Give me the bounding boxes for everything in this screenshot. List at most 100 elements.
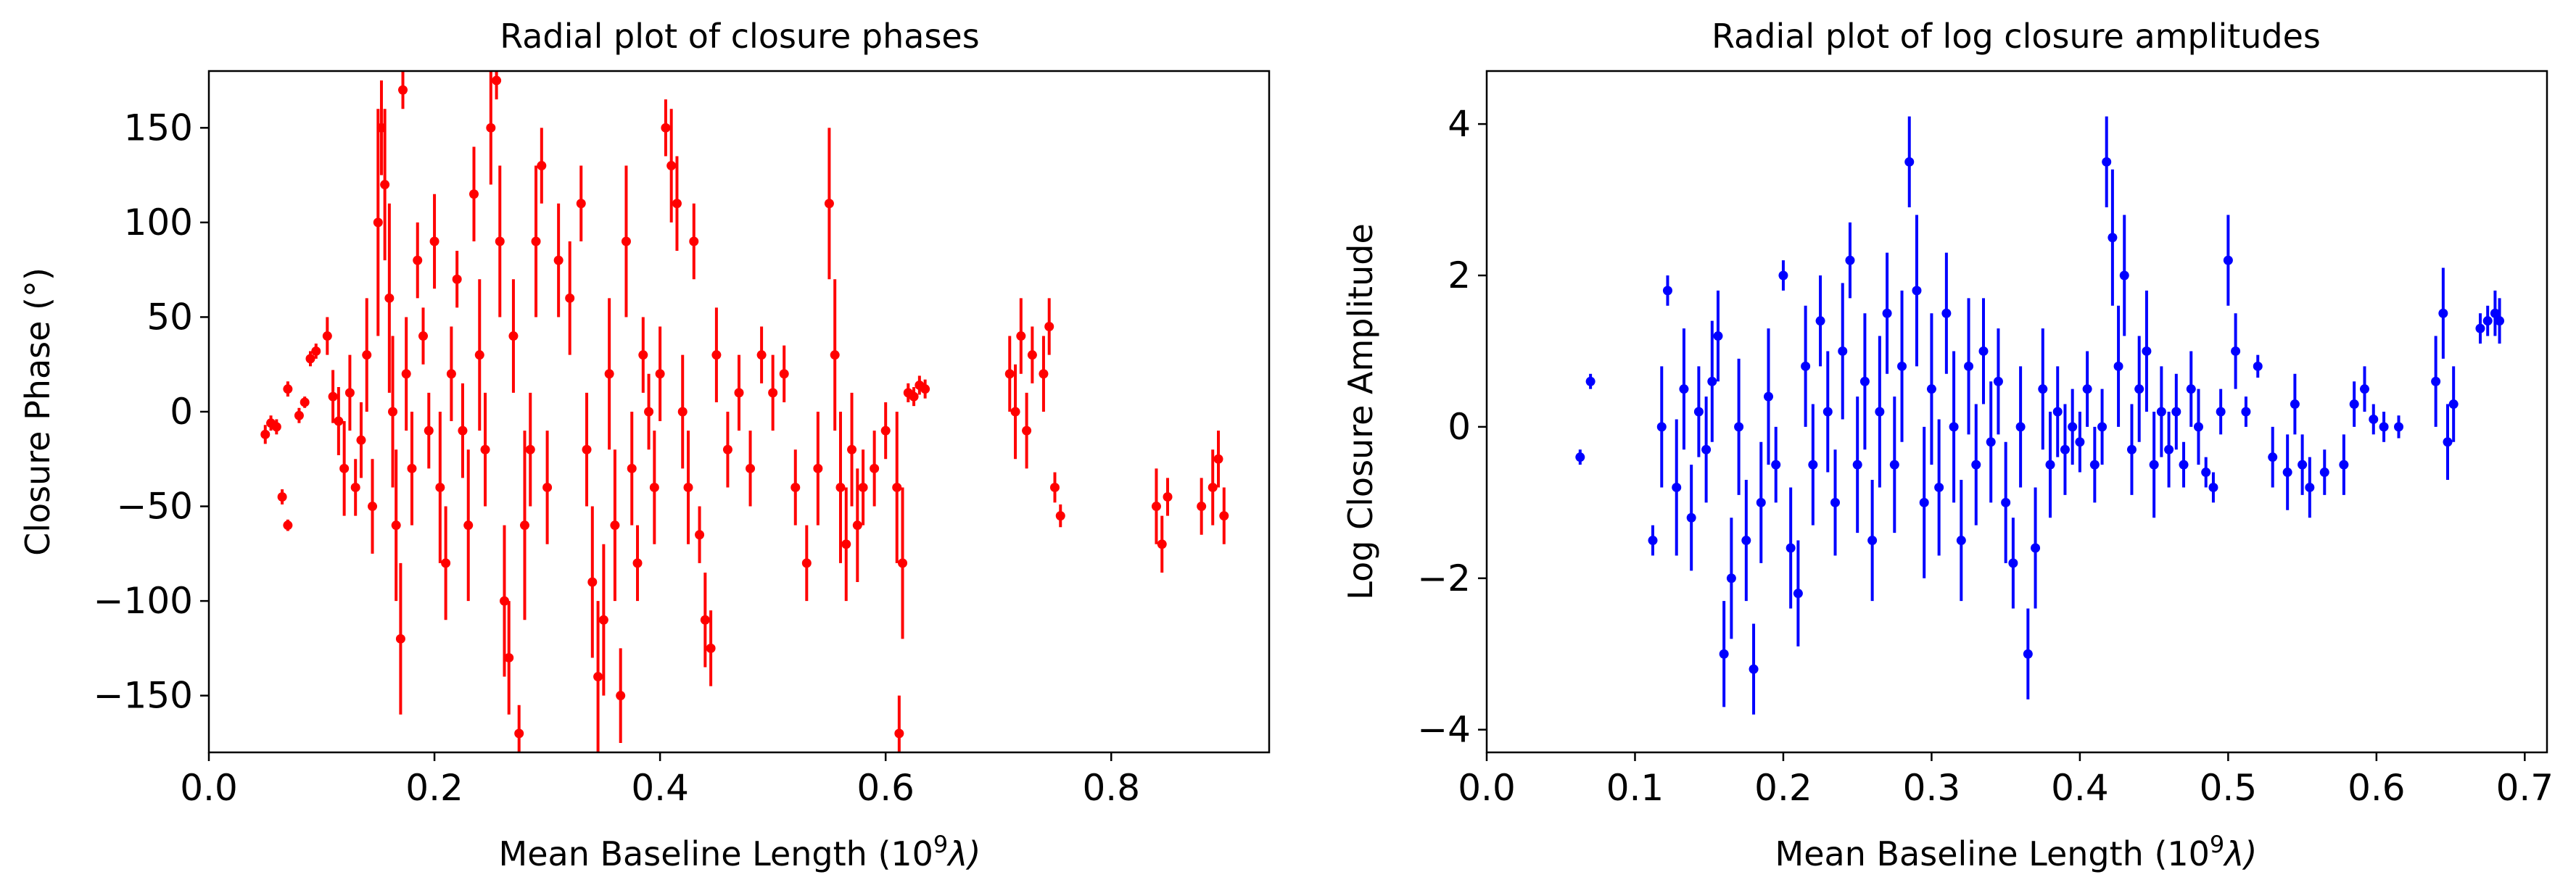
data-marker bbox=[621, 236, 631, 246]
data-point bbox=[2108, 169, 2118, 306]
data-point bbox=[391, 449, 401, 602]
data-marker bbox=[2164, 444, 2174, 454]
data-marker bbox=[1693, 407, 1704, 417]
data-point bbox=[1648, 525, 1658, 556]
closure-phase-x-ticks: 0.0 0.2 0.4 0.6 0.8 bbox=[180, 752, 1140, 809]
x-tick-label: 0.8 bbox=[1082, 767, 1140, 809]
data-point bbox=[706, 610, 716, 686]
data-point bbox=[1793, 540, 1803, 647]
data-marker bbox=[2015, 422, 2026, 432]
data-point bbox=[1163, 478, 1173, 516]
data-point bbox=[616, 648, 626, 743]
data-marker bbox=[2068, 422, 2078, 432]
log-closure-amplitude-x-axis-label: Mean Baseline Length (109λ) bbox=[1775, 831, 2258, 873]
y-tick-label: 50 bbox=[146, 296, 193, 338]
data-marker bbox=[277, 492, 287, 502]
data-marker bbox=[441, 558, 451, 568]
data-marker bbox=[1213, 454, 1223, 464]
data-point bbox=[458, 383, 468, 478]
data-marker bbox=[565, 293, 575, 303]
data-marker bbox=[1585, 376, 1595, 386]
data-point bbox=[672, 156, 682, 252]
data-marker bbox=[734, 388, 744, 398]
data-marker bbox=[1197, 502, 1207, 512]
data-point bbox=[499, 525, 509, 677]
data-marker bbox=[2298, 460, 2308, 470]
data-marker bbox=[801, 558, 812, 568]
data-marker bbox=[458, 425, 468, 436]
data-point bbox=[2379, 412, 2389, 442]
data-point bbox=[1044, 298, 1054, 355]
data-point bbox=[2282, 434, 2292, 510]
data-point bbox=[1151, 468, 1161, 544]
data-point bbox=[2490, 290, 2500, 336]
data-point bbox=[2015, 366, 2026, 488]
data-point bbox=[847, 392, 857, 507]
data-marker bbox=[424, 425, 434, 436]
data-point bbox=[277, 489, 287, 504]
data-point bbox=[1771, 426, 1781, 503]
x-tick-label: 0.4 bbox=[2051, 767, 2109, 809]
data-marker bbox=[1904, 157, 1915, 167]
data-point bbox=[537, 128, 547, 204]
data-marker bbox=[1039, 369, 1049, 379]
data-marker bbox=[2171, 407, 2181, 417]
data-point bbox=[1662, 275, 1672, 306]
data-point bbox=[2052, 366, 2063, 457]
data-marker bbox=[2134, 384, 2144, 394]
data-marker bbox=[368, 502, 378, 512]
data-point bbox=[1208, 449, 1218, 526]
data-point bbox=[2201, 457, 2211, 488]
data-point bbox=[790, 449, 801, 526]
data-point bbox=[463, 449, 474, 602]
data-point bbox=[294, 407, 304, 423]
data-point bbox=[920, 379, 930, 399]
data-point bbox=[1786, 487, 1796, 609]
data-marker bbox=[1919, 497, 1929, 507]
data-point bbox=[1213, 431, 1223, 488]
data-point bbox=[593, 601, 603, 752]
data-point bbox=[413, 222, 423, 299]
data-marker bbox=[1964, 361, 1974, 371]
data-point bbox=[283, 519, 293, 531]
y-tick-label: −2 bbox=[1417, 557, 1471, 599]
data-point bbox=[1926, 313, 1936, 465]
data-point bbox=[841, 487, 851, 602]
data-marker bbox=[2060, 444, 2070, 454]
data-marker bbox=[380, 180, 390, 190]
data-point bbox=[1719, 601, 1729, 707]
data-marker bbox=[1049, 482, 1060, 492]
y-tick-label: 2 bbox=[1448, 254, 1471, 296]
data-point bbox=[1575, 449, 1585, 465]
data-marker bbox=[894, 728, 904, 739]
data-marker bbox=[334, 416, 344, 426]
data-point bbox=[311, 344, 321, 359]
data-marker bbox=[582, 444, 592, 454]
data-marker bbox=[756, 350, 767, 360]
data-point bbox=[835, 412, 846, 563]
data-point bbox=[1889, 396, 1899, 533]
data-point bbox=[1713, 290, 1723, 382]
data-point bbox=[830, 279, 840, 431]
data-point bbox=[1859, 313, 1870, 450]
data-point bbox=[271, 419, 281, 435]
data-marker bbox=[395, 634, 405, 644]
data-point bbox=[2448, 366, 2459, 442]
data-point bbox=[2097, 389, 2108, 465]
data-marker bbox=[666, 161, 677, 171]
data-marker bbox=[384, 293, 395, 303]
data-point bbox=[2075, 412, 2085, 473]
data-point bbox=[1707, 320, 1717, 442]
data-marker bbox=[1648, 536, 1658, 546]
data-point bbox=[418, 307, 429, 365]
data-marker bbox=[604, 369, 614, 379]
data-marker bbox=[655, 369, 665, 379]
data-marker bbox=[2241, 407, 2251, 417]
data-point bbox=[1986, 381, 1996, 503]
data-point bbox=[373, 109, 383, 336]
x-tick-label: 0.7 bbox=[2496, 767, 2554, 809]
data-point bbox=[621, 165, 631, 317]
data-point bbox=[1197, 478, 1207, 535]
data-point bbox=[2045, 412, 2055, 518]
